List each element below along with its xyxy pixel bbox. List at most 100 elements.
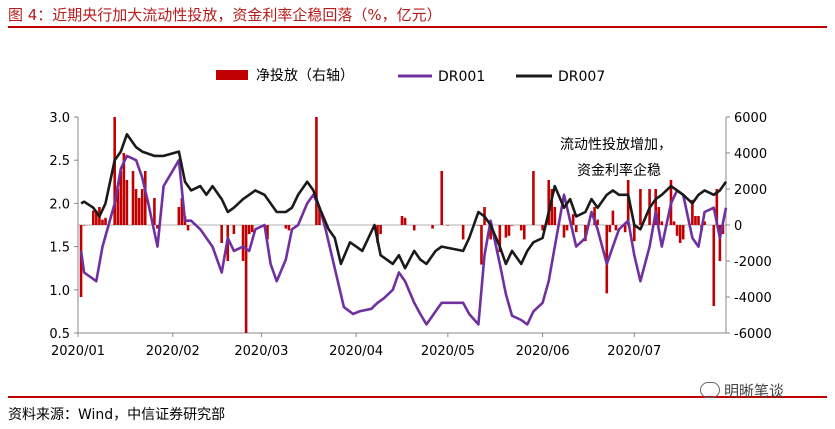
watermark: 明晰笔谈 — [700, 380, 784, 401]
net-injection-bar — [403, 217, 407, 225]
net-injection-bar — [431, 225, 434, 229]
net-injection-bar — [633, 225, 636, 242]
net-injection-bar — [134, 189, 138, 225]
net-injection-bar — [125, 180, 129, 225]
net-injection-bar — [660, 221, 664, 225]
net-injection-bar — [379, 225, 382, 234]
watermark-text: 明晰笔谈 — [724, 382, 785, 400]
net-injection-bar — [498, 225, 502, 252]
net-injection-bar — [315, 117, 318, 225]
net-injection-bar — [614, 225, 618, 231]
x-tick-label: 2020/07 — [607, 344, 661, 359]
net-injection-bar — [104, 217, 107, 225]
left-tick-label: 1.5 — [49, 241, 70, 256]
net-injection-bar — [477, 225, 480, 226]
legend-label-net-injection: 净投放（右轴） — [256, 68, 354, 84]
x-axis-ticks: 2020/01 2020/02 2020/03 2020/04 2020/05 2020/… — [51, 333, 661, 359]
net-injection-bar — [461, 225, 465, 240]
net-injection-bar — [412, 225, 416, 231]
net-injection-bar — [318, 207, 321, 225]
right-tick-label: 6000 — [734, 111, 767, 126]
net-injection-bar — [287, 225, 291, 231]
net-injection-bar — [596, 219, 599, 225]
legend-label-dr001: DR001 — [438, 69, 485, 85]
net-injection-bar — [715, 189, 719, 225]
net-injection-bar — [694, 216, 697, 225]
net-injection-bar — [608, 225, 612, 233]
net-injection-bar — [284, 225, 288, 229]
net-injection-bar — [611, 210, 615, 225]
net-injection-bar — [101, 219, 104, 225]
net-injection-bar — [623, 225, 627, 233]
net-injection-bar — [574, 225, 578, 233]
net-injection-bar — [681, 225, 685, 240]
right-axis-ticks: 6000 4000 2000 0 -2000 -4000 -6000 — [726, 111, 772, 342]
legend-label-dr007: DR007 — [558, 69, 605, 85]
net-injection-bar — [177, 207, 181, 225]
net-injection-bar — [122, 153, 126, 225]
legend-swatch-net-injection — [216, 70, 248, 80]
wechat-icon — [700, 382, 720, 398]
net-injection-bar — [143, 171, 147, 225]
right-tick-label: -6000 — [734, 327, 772, 342]
dr001-line — [79, 154, 728, 326]
net-injection-bar — [565, 225, 569, 231]
net-injection-bar — [504, 225, 508, 238]
net-injection-bar — [721, 225, 725, 234]
net-injection-bar — [697, 216, 700, 225]
left-axis-ticks: 3.0 2.5 2.0 1.5 1.0 0.5 — [49, 111, 78, 342]
net-injection-bar — [480, 225, 483, 265]
net-injection-bar — [553, 207, 557, 225]
net-injection-bar — [440, 171, 444, 225]
source-note: 资料来源：Wind，中信证券研究部 — [8, 407, 226, 423]
net-injection-bar — [718, 225, 722, 261]
x-tick-label: 2020/01 — [51, 344, 105, 359]
net-injection-bar — [703, 221, 706, 225]
net-injection-bar — [82, 225, 86, 226]
title-rule — [8, 26, 827, 28]
left-tick-label: 2.0 — [49, 197, 70, 212]
net-injection-bar — [247, 225, 251, 234]
dr007-line — [80, 133, 728, 270]
net-injection-bar — [532, 171, 535, 225]
net-injection-bar — [186, 225, 190, 231]
net-injection-bar — [639, 189, 642, 225]
left-tick-label: 2.5 — [49, 154, 70, 169]
net-injection-bar — [250, 225, 254, 233]
x-tick-label: 2020/06 — [516, 344, 570, 359]
net-injection-bars — [79, 117, 725, 333]
net-injection-bar — [672, 221, 676, 225]
right-tick-label: 0 — [734, 219, 742, 234]
net-injection-bar — [119, 171, 123, 225]
net-injection-bar — [113, 117, 116, 225]
page-title: 图 4：近期央行加大流动性投放，资金利率企稳回落（%，亿元） — [8, 6, 442, 24]
net-injection-bar — [241, 225, 245, 261]
net-injection-bar — [220, 225, 223, 243]
net-injection-bar — [180, 198, 184, 225]
left-tick-label: 1.0 — [49, 284, 70, 299]
left-tick-label: 0.5 — [49, 327, 70, 342]
net-injection-bar — [137, 198, 141, 225]
net-injection-bar — [116, 189, 120, 225]
net-injection-bar — [489, 225, 492, 240]
net-injection-bar — [131, 171, 135, 225]
net-injection-bar — [678, 225, 682, 243]
net-injection-bar — [522, 225, 526, 240]
right-tick-label: -4000 — [734, 291, 772, 306]
x-tick-label: 2020/04 — [329, 344, 383, 359]
legend: 净投放（右轴） DR001 DR007 — [216, 68, 605, 85]
net-injection-bar — [691, 199, 694, 225]
net-injection-bar — [244, 225, 248, 333]
rate-lines — [79, 133, 728, 326]
annotation-line-2: 资金利率企稳 — [577, 162, 661, 179]
net-injection-bar — [712, 225, 716, 306]
net-injection-bar — [156, 225, 159, 229]
net-injection-bar — [79, 225, 83, 297]
net-injection-bar — [593, 207, 596, 225]
net-injection-bar — [400, 216, 404, 225]
net-injection-bar — [657, 207, 661, 225]
net-injection-bar — [547, 180, 551, 225]
net-injection-bar — [519, 225, 523, 231]
right-tick-label: 2000 — [734, 183, 767, 198]
